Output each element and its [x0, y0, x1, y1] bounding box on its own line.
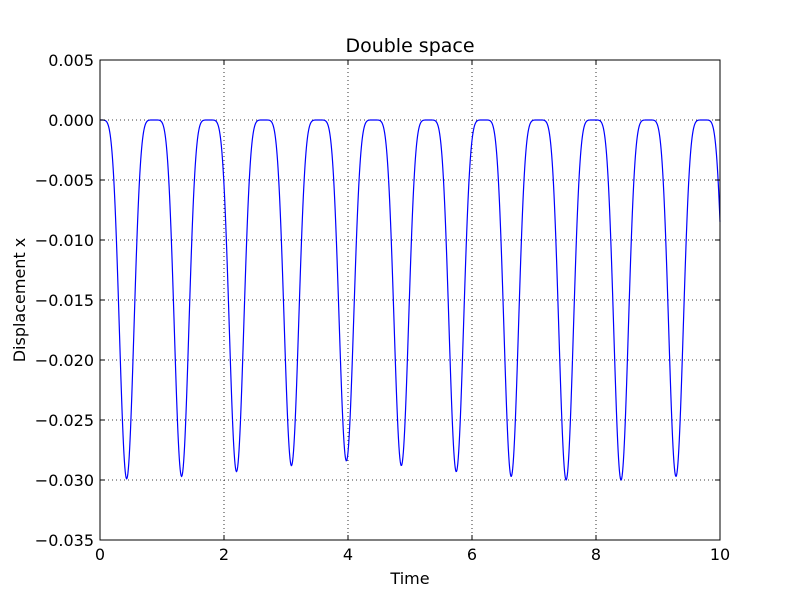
- y-tick-label: −0.015: [35, 291, 94, 310]
- y-tick-label: 0.005: [48, 51, 94, 70]
- x-axis-title: Time: [389, 569, 429, 588]
- x-tick-label: 4: [343, 545, 353, 564]
- x-tick-label: 2: [219, 545, 229, 564]
- y-tick-label: −0.030: [35, 471, 94, 490]
- y-tick-labels: 0.005 0.000 −0.005 −0.010 −0.015 −0.020 −0.025…: [35, 51, 94, 550]
- chart-title: Double space: [345, 35, 474, 57]
- series-line: [100, 119, 721, 481]
- x-tick-label: 8: [591, 545, 601, 564]
- plot-frame: [99, 59, 721, 541]
- y-tick-label: −0.020: [35, 351, 94, 370]
- x-tick-label: 6: [467, 545, 477, 564]
- y-axis-title: Displacement x: [10, 238, 29, 363]
- y-tick-label: −0.005: [35, 171, 94, 190]
- x-tick-label: 10: [710, 545, 730, 564]
- y-tick-label: −0.035: [35, 531, 94, 550]
- y-tick-label: −0.010: [35, 231, 94, 250]
- x-tick-label: 0: [95, 545, 105, 564]
- y-tick-label: −0.025: [35, 411, 94, 430]
- x-tick-labels: 0 2 4 6 8 10: [95, 545, 730, 564]
- y-tick-label: 0.000: [48, 111, 94, 130]
